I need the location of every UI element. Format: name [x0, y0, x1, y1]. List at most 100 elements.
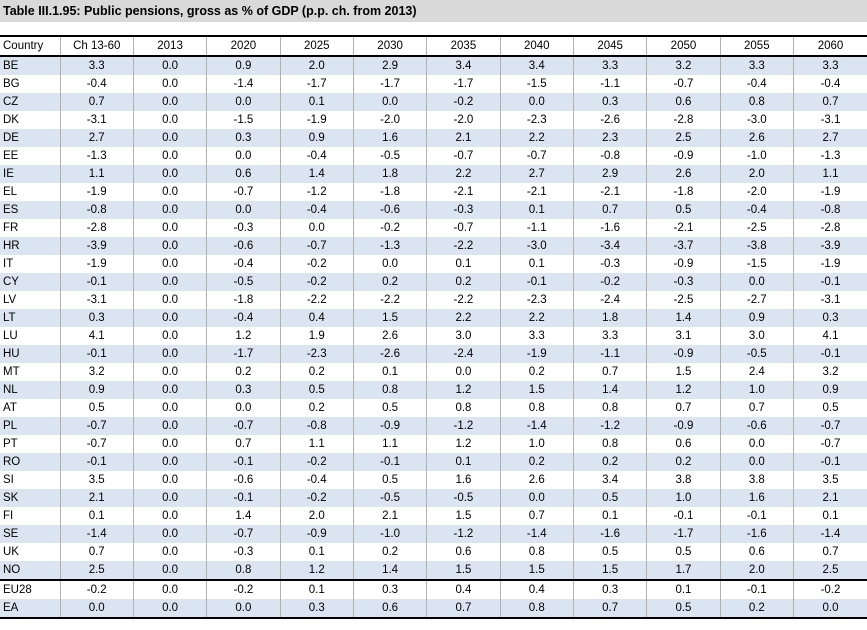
- value-cell: 0.0: [132, 381, 207, 399]
- value-cell: -0.6: [206, 237, 281, 255]
- value-cell: 0.3: [792, 309, 867, 327]
- table-row: AT 0.5 0.0 0.0 0.2 0.5 0.8 0.8 0.8 0.7 0.7 0.5: [0, 399, 867, 417]
- value-cell: 1.8: [572, 309, 647, 327]
- value-cell: -0.2: [572, 273, 647, 291]
- value-cell: 0.1: [646, 579, 721, 599]
- value-cell: 2.4: [719, 363, 794, 381]
- value-cell: 0.1: [279, 93, 354, 111]
- value-cell: -1.4: [59, 525, 134, 543]
- value-cell: 0.0: [792, 599, 867, 619]
- value-cell: 0.0: [132, 93, 207, 111]
- value-cell: -0.1: [352, 453, 427, 471]
- value-cell: -1.8: [646, 183, 721, 201]
- value-cell: 0.5: [646, 599, 721, 619]
- value-cell: -0.8: [279, 417, 354, 435]
- value-cell: -1.3: [59, 147, 134, 165]
- value-cell: 2.0: [279, 507, 354, 525]
- value-cell: 3.2: [792, 363, 867, 381]
- country-cell: FR: [0, 219, 61, 237]
- value-cell: -2.5: [719, 219, 794, 237]
- value-cell: 0.8: [499, 599, 574, 619]
- value-cell: -1.9: [792, 255, 867, 273]
- value-cell: 0.2: [279, 399, 354, 417]
- table-row: MT 3.2 0.0 0.2 0.2 0.1 0.0 0.2 0.7 1.5 2.4 3.2: [0, 363, 867, 381]
- value-cell: -0.2: [59, 579, 134, 599]
- country-cell: UK: [0, 543, 61, 561]
- value-cell: 0.2: [279, 363, 354, 381]
- value-cell: -0.7: [499, 147, 574, 165]
- value-cell: -0.7: [206, 417, 281, 435]
- value-cell: -0.1: [499, 273, 574, 291]
- value-cell: 0.2: [646, 453, 721, 471]
- value-cell: 0.0: [132, 111, 207, 129]
- value-cell: 1.7: [646, 561, 721, 580]
- value-cell: -1.2: [426, 525, 501, 543]
- value-cell: 3.2: [59, 363, 134, 381]
- table-row: SK 2.1 0.0 -0.1 -0.2 -0.5 -0.5 0.0 0.5 1.0 1.6 2.1: [0, 489, 867, 507]
- value-cell: 0.8: [572, 435, 647, 453]
- value-cell: -1.3: [352, 237, 427, 255]
- value-cell: 1.1: [279, 435, 354, 453]
- value-cell: -3.1: [792, 291, 867, 309]
- value-cell: 2.5: [792, 561, 867, 580]
- value-cell: -0.1: [792, 273, 867, 291]
- value-cell: 2.1: [792, 489, 867, 507]
- value-cell: 0.2: [572, 453, 647, 471]
- value-cell: -0.5: [206, 273, 281, 291]
- value-cell: -1.2: [279, 183, 354, 201]
- value-cell: 0.4: [499, 579, 574, 599]
- value-cell: -0.2: [792, 579, 867, 599]
- value-cell: 0.2: [206, 363, 281, 381]
- value-cell: -0.7: [206, 525, 281, 543]
- value-cell: -0.7: [426, 147, 501, 165]
- value-cell: 0.3: [352, 579, 427, 599]
- value-cell: 0.1: [792, 507, 867, 525]
- value-cell: 1.0: [719, 381, 794, 399]
- country-cell: NL: [0, 381, 61, 399]
- value-cell: -0.4: [279, 201, 354, 219]
- value-cell: 1.6: [352, 129, 427, 147]
- value-cell: 3.1: [646, 327, 721, 345]
- column-header: Ch 13-60: [59, 36, 134, 56]
- value-cell: -1.1: [572, 345, 647, 363]
- value-cell: -1.1: [499, 219, 574, 237]
- value-cell: -0.1: [59, 273, 134, 291]
- value-cell: -2.7: [719, 291, 794, 309]
- value-cell: 3.3: [572, 327, 647, 345]
- value-cell: -1.9: [792, 183, 867, 201]
- value-cell: 0.0: [132, 599, 207, 619]
- value-cell: 0.0: [132, 435, 207, 453]
- value-cell: 0.0: [132, 75, 207, 93]
- value-cell: -0.1: [792, 453, 867, 471]
- value-cell: 0.5: [572, 489, 647, 507]
- value-cell: 1.4: [646, 309, 721, 327]
- value-cell: -2.0: [426, 111, 501, 129]
- value-cell: 2.2: [499, 129, 574, 147]
- value-cell: -2.6: [352, 345, 427, 363]
- value-cell: 0.2: [719, 599, 794, 619]
- country-cell: NO: [0, 561, 61, 580]
- value-cell: 0.0: [132, 417, 207, 435]
- value-cell: 0.7: [792, 93, 867, 111]
- value-cell: -1.1: [572, 75, 647, 93]
- value-cell: 2.2: [426, 309, 501, 327]
- value-cell: -1.8: [206, 291, 281, 309]
- value-cell: -1.2: [572, 417, 647, 435]
- value-cell: 0.0: [499, 93, 574, 111]
- value-cell: 0.8: [719, 93, 794, 111]
- value-cell: -0.5: [352, 147, 427, 165]
- column-header: 2030: [352, 36, 427, 56]
- value-cell: 0.7: [59, 93, 134, 111]
- value-cell: 2.0: [719, 165, 794, 183]
- value-cell: -3.9: [792, 237, 867, 255]
- value-cell: -1.9: [279, 111, 354, 129]
- value-cell: 0.6: [646, 93, 721, 111]
- country-cell: LU: [0, 327, 61, 345]
- country-cell: EU28: [0, 579, 61, 599]
- value-cell: -3.8: [719, 237, 794, 255]
- country-cell: FI: [0, 507, 61, 525]
- value-cell: -0.8: [792, 201, 867, 219]
- country-cell: LV: [0, 291, 61, 309]
- value-cell: -0.1: [646, 507, 721, 525]
- value-cell: 0.4: [426, 579, 501, 599]
